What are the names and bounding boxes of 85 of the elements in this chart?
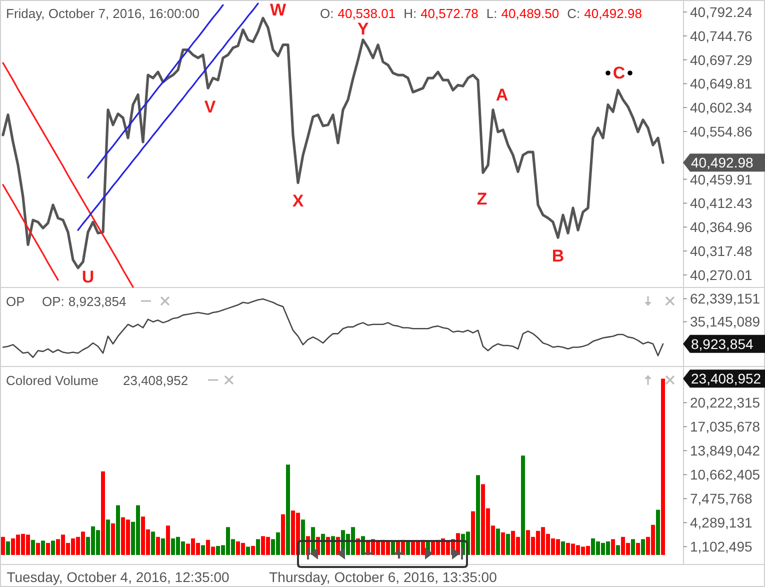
annotation: 23,408,952 [123, 373, 188, 388]
y-tick-label: 40,364.96 [690, 219, 752, 236]
y-tick-label: 40,744.76 [690, 28, 752, 44]
text: 40,492.98 [691, 154, 754, 171]
annotation: OP: 8,923,854 [42, 294, 126, 309]
bar [256, 539, 260, 555]
bar [31, 540, 35, 555]
y-tick-label: 40,270.01 [690, 266, 752, 283]
bar [106, 520, 110, 555]
bar [41, 540, 45, 555]
y-tick-label: 13,849,042 [690, 442, 760, 459]
bar [561, 541, 565, 555]
annotation: H: 40,572.78 [404, 6, 478, 21]
y-tick-label: 40,412.43 [690, 195, 752, 212]
bar [286, 464, 290, 555]
y-tick-label: 40,459.91 [690, 171, 752, 188]
y-tick-label: 1,102,495 [690, 538, 752, 555]
bar [46, 542, 50, 555]
bar [201, 545, 205, 555]
bar [51, 540, 55, 555]
bar [496, 528, 500, 555]
bar [501, 532, 505, 555]
bar [636, 542, 640, 555]
y-tick-label: 10,662,405 [690, 466, 760, 483]
y-tick-label: 40,697.29 [690, 52, 752, 68]
annotation: Y [357, 20, 370, 38]
bar [251, 546, 255, 555]
bar [281, 514, 285, 555]
text: Colored Volume [6, 373, 98, 388]
bar [246, 546, 250, 555]
bar [631, 539, 635, 555]
y-tick-label: 40,649.81 [690, 76, 752, 92]
bar [161, 538, 165, 555]
bar [116, 505, 120, 555]
text: OP [6, 294, 25, 309]
annotation: V [204, 98, 216, 116]
y-tick-label: 40,792.24 [690, 4, 752, 20]
text: 23,408,952 [691, 370, 762, 387]
bar [391, 541, 395, 555]
annotation: L: 40,489.50 [486, 6, 560, 21]
bar [321, 534, 325, 555]
x-tick-label: Tuesday, October 4, 2016, 12:35:00 [6, 569, 230, 585]
text: 8,923,854 [691, 336, 754, 352]
bar [616, 545, 620, 555]
y-tick-label: 62,339,151 [690, 290, 760, 307]
annotation: B [552, 246, 564, 266]
bar [476, 475, 480, 555]
bar [301, 520, 305, 555]
annotation: W [270, 0, 287, 20]
bar [101, 471, 105, 555]
annotation: Z [476, 190, 488, 208]
bar [611, 539, 615, 555]
y-tick-label: 20,222,315 [690, 394, 760, 411]
y-tick-label: 35,145,089 [690, 314, 760, 330]
annotation: A [496, 86, 508, 104]
annotation: C [612, 64, 626, 82]
text: Friday, October 7, 2016, 16:00:00 [6, 6, 200, 21]
bar [166, 526, 170, 555]
x-tick-label: Thursday, October 6, 2016, 13:35:00 [269, 569, 498, 585]
bar [641, 539, 645, 555]
bar [36, 542, 40, 555]
bar [1, 536, 5, 555]
bar [661, 378, 665, 555]
y-tick-label: 17,035,678 [690, 418, 760, 435]
y-tick-label: 4,289,131 [690, 514, 752, 531]
bar [151, 532, 155, 555]
line-series [2, 62, 134, 288]
bar [656, 510, 660, 555]
annotation: X [292, 192, 304, 210]
bar [6, 541, 10, 555]
bar [506, 534, 510, 555]
bar [521, 456, 525, 555]
bar [111, 523, 115, 555]
line-series [2, 184, 59, 281]
y-tick-label: 40,554.86 [690, 123, 752, 140]
annotation: U [82, 268, 94, 286]
line-series [2, 298, 664, 358]
annotation: O: 40,538.01 [320, 6, 396, 21]
y-tick-label: 7,475,768 [690, 490, 752, 507]
y-tick-label: 40,602.34 [690, 100, 752, 116]
bar [156, 536, 160, 555]
bar [406, 541, 410, 555]
bar [471, 511, 475, 555]
annotation: C: 40,492.98 [567, 6, 642, 21]
y-tick-label: 40,317.48 [690, 243, 752, 260]
